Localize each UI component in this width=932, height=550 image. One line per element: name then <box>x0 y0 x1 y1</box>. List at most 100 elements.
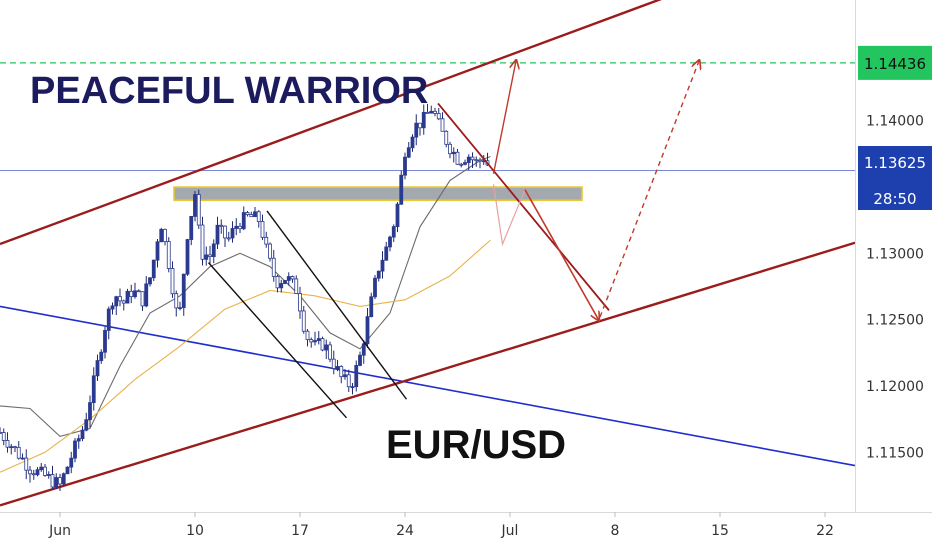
candle-body <box>256 211 261 222</box>
candle-body <box>309 339 314 343</box>
candle-body <box>294 278 299 294</box>
x-tick-label: Jun <box>48 523 71 539</box>
candle-body <box>376 270 381 279</box>
candle-body <box>298 293 302 312</box>
candle-body <box>73 440 77 459</box>
candle-body <box>151 259 156 279</box>
candle-body <box>185 239 190 275</box>
candle-body <box>129 290 134 298</box>
candle-body <box>271 257 276 277</box>
moving-average-slow <box>0 239 491 473</box>
candle-body <box>279 283 284 289</box>
candle-body <box>121 300 126 304</box>
candle-body <box>418 122 422 129</box>
candle-body <box>286 276 291 281</box>
time-axis[interactable]: Jun 10 17 24 Jul 8 15 22 <box>48 512 834 539</box>
price-candles-layer <box>0 103 490 492</box>
candle-body <box>159 228 164 243</box>
candle-body <box>80 429 85 440</box>
candle-body <box>395 203 400 228</box>
candle-body <box>343 374 347 378</box>
x-tick-label: Jul <box>501 523 519 539</box>
candle-body <box>350 386 355 389</box>
candle-body <box>335 366 340 369</box>
candle-body <box>388 236 392 248</box>
candle-body <box>16 446 21 459</box>
candle-body <box>275 276 280 289</box>
candle-body <box>31 473 36 476</box>
candle-body <box>301 310 306 332</box>
candle-body <box>76 438 81 442</box>
candle-body <box>459 163 464 166</box>
candle-body <box>58 477 62 485</box>
candle-body <box>305 330 310 341</box>
candle-body <box>189 216 194 240</box>
candle-body <box>328 344 332 360</box>
candle-body <box>43 466 47 476</box>
candle-body <box>406 147 411 158</box>
candle-body <box>211 243 216 258</box>
candle-body <box>39 466 44 471</box>
candle-body <box>110 305 115 310</box>
candle-body <box>24 457 29 471</box>
y-tick-label: 1.13000 <box>866 246 924 262</box>
candle-body <box>403 156 407 176</box>
x-tick-label: 15 <box>711 523 729 539</box>
candle-body <box>346 374 351 388</box>
candle-body <box>13 446 17 449</box>
candle-body <box>106 308 111 331</box>
candle-body <box>283 280 287 284</box>
candle-body <box>46 474 51 476</box>
candle-body <box>1 432 6 441</box>
candle-body <box>50 474 55 488</box>
support-zone-layer <box>173 186 583 202</box>
candle-body <box>414 122 419 138</box>
blue-trendline <box>0 305 856 467</box>
arrow-up-to-target <box>492 61 517 174</box>
candle-body <box>463 162 467 165</box>
candle-body <box>354 365 359 388</box>
candle-body <box>69 457 74 468</box>
x-tick-label: 22 <box>816 523 834 539</box>
candle-body <box>234 225 239 229</box>
candle-body <box>125 290 130 304</box>
candle-body <box>91 375 96 404</box>
candle-body <box>226 237 231 240</box>
price-axis[interactable]: 1.11500 1.12000 1.12500 1.13000 1.14000 <box>866 114 924 462</box>
candle-body <box>114 296 119 307</box>
candle-body <box>320 338 325 351</box>
candle-body <box>215 224 220 245</box>
candle-body <box>324 344 329 351</box>
candle-body <box>95 360 100 377</box>
candle-body <box>84 419 89 431</box>
candle-body <box>0 432 2 434</box>
candle-body <box>230 228 235 239</box>
candle-body <box>369 296 374 318</box>
candle-body <box>421 111 426 129</box>
candle-body <box>5 440 10 448</box>
candle-body <box>170 268 175 295</box>
candle-body <box>373 277 377 298</box>
candle-body <box>219 224 224 227</box>
current-price-label: 1.13625 <box>864 154 926 172</box>
candle-body <box>440 118 445 132</box>
candle-body <box>166 241 171 269</box>
candle-body <box>238 225 242 230</box>
candle-body <box>316 338 321 341</box>
x-tick-label: 17 <box>291 523 309 539</box>
candle-body <box>103 330 107 353</box>
candle-body <box>313 340 317 343</box>
candle-body <box>223 225 227 239</box>
black-channel-upper <box>266 210 408 400</box>
candle-body <box>88 402 92 421</box>
y-tick-label: 1.11500 <box>866 445 924 461</box>
chart-title: PEACEFUL WARRIOR <box>30 70 428 112</box>
candle-body <box>361 343 366 356</box>
candle-body <box>391 226 396 238</box>
candle-body <box>200 224 205 260</box>
candle-body <box>181 273 186 309</box>
candle-body <box>118 296 122 302</box>
descending-trendline <box>437 102 610 311</box>
